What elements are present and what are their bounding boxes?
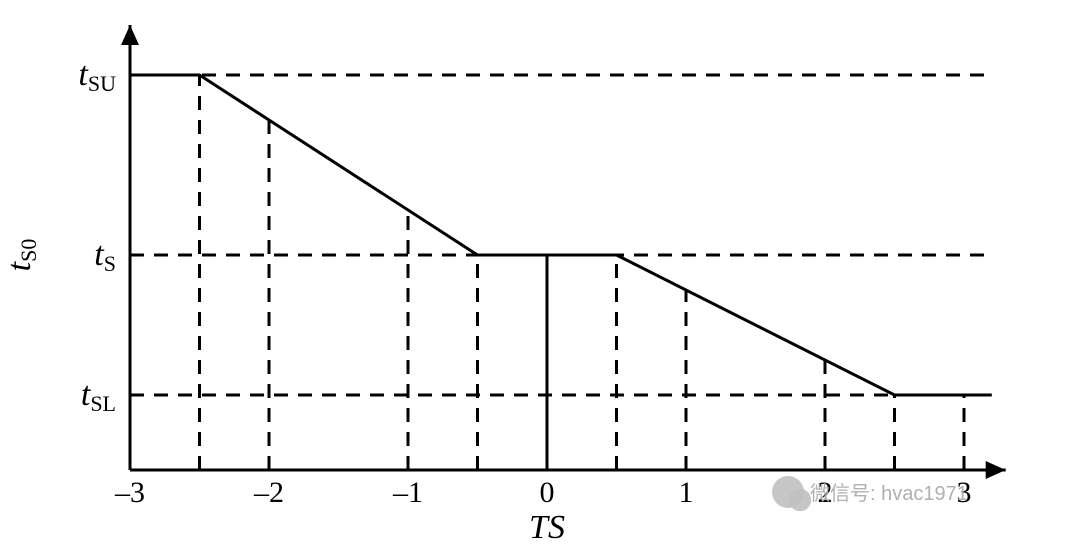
y-tick-label-tS: tS — [94, 236, 116, 276]
x-axis-arrow — [986, 461, 1006, 479]
y-tick-label-tSU: tSU — [78, 56, 116, 96]
x-tick-label: –1 — [392, 476, 423, 509]
x-axis-title: TS — [529, 509, 565, 546]
x-tick-label: –3 — [114, 476, 145, 509]
setpoint-curve — [130, 75, 992, 395]
y-tick-label-tSL: tSL — [81, 376, 116, 416]
y-axis-arrow — [121, 25, 139, 45]
y-axis-title: tS0 — [1, 239, 41, 272]
x-tick-label: 0 — [540, 476, 555, 509]
setpoint-schedule-chart: –3–2–10123tSUtStSLTStS0微信号: hvac1971 — [0, 0, 1080, 550]
x-tick-label: 1 — [679, 476, 694, 509]
watermark — [772, 476, 811, 511]
watermark-text: 微信号: hvac1971 — [810, 482, 968, 505]
x-tick-label: –2 — [253, 476, 284, 509]
